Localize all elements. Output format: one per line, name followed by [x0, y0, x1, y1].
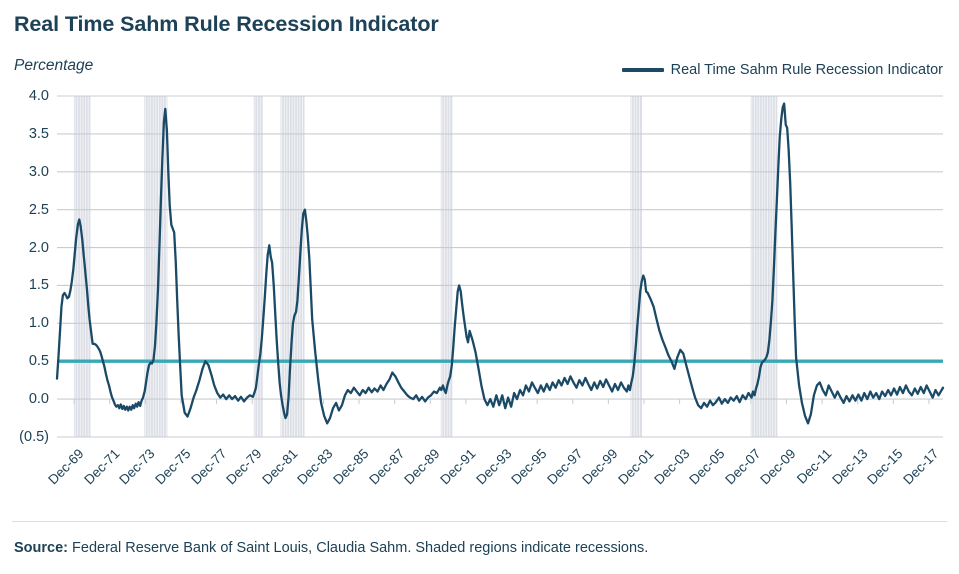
y-axis-tick-label: 3.0 — [28, 163, 49, 180]
y-axis-tick-label: 2.5 — [28, 201, 49, 218]
recession-band — [440, 96, 453, 437]
y-axis-tick-label: 1.0 — [28, 315, 49, 332]
legend-line-swatch — [621, 68, 664, 72]
source-label: Source: — [14, 540, 68, 556]
recession-band — [630, 96, 643, 437]
y-axis-tick-label: 3.5 — [28, 125, 49, 142]
y-axis-tick-label: 4.0 — [28, 88, 49, 104]
y-axis-tick-label: 1.5 — [28, 277, 49, 294]
y-axis-tick-label: 0.0 — [28, 391, 49, 408]
y-axis-tick-label: 2.0 — [28, 239, 49, 256]
y-axis-tick-label: 0.5 — [28, 353, 49, 370]
y-axis-tick-label: (0.5) — [19, 429, 49, 445]
source-note: Source: Federal Reserve Bank of Saint Lo… — [14, 540, 648, 556]
recession-bands — [73, 96, 778, 437]
chart-legend: Real Time Sahm Rule Recession Indicator — [621, 62, 943, 78]
legend-item-label: Real Time Sahm Rule Recession Indicator — [670, 62, 943, 78]
y-axis-unit-label: Percentage — [14, 57, 94, 74]
source-text: Federal Reserve Bank of Saint Louis, Cla… — [68, 540, 649, 556]
page-title: Real Time Sahm Rule Recession Indicator — [14, 12, 439, 36]
series-line — [55, 102, 945, 425]
footer-divider — [12, 521, 947, 522]
recession-band — [253, 96, 263, 437]
gridlines — [57, 95, 943, 438]
recession-band — [73, 96, 91, 437]
